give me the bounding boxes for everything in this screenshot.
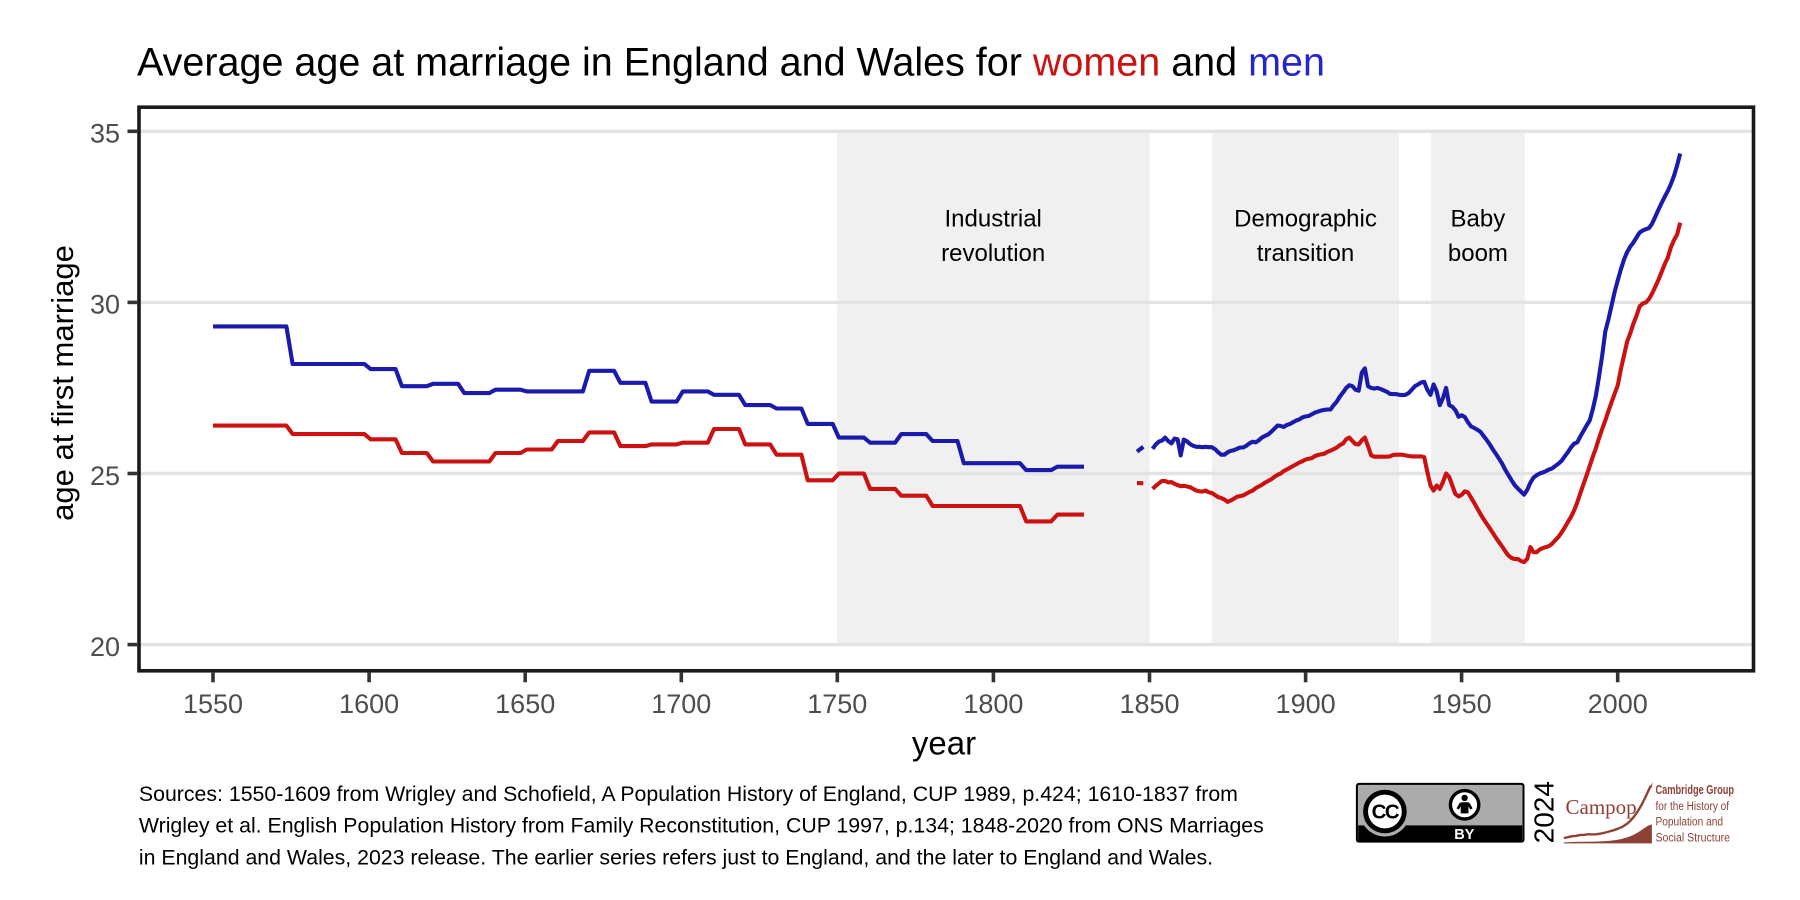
svg-text:in England and Wales, 2023 rel: in England and Wales, 2023 release. The … <box>139 845 1213 869</box>
svg-text:2000: 2000 <box>1588 689 1648 719</box>
svg-text:1600: 1600 <box>339 689 399 719</box>
svg-text:1850: 1850 <box>1119 689 1179 719</box>
svg-text:BY: BY <box>1454 827 1474 843</box>
svg-text:for the History of: for the History of <box>1656 799 1730 813</box>
svg-text:30: 30 <box>90 290 120 320</box>
svg-text:Campop: Campop <box>1566 795 1637 819</box>
svg-text:Sources: 1550-1609 from Wrigle: Sources: 1550-1609 from Wrigley and Scho… <box>139 782 1238 806</box>
svg-text:20: 20 <box>90 632 120 662</box>
svg-text:year: year <box>912 725 976 762</box>
svg-text:1750: 1750 <box>807 689 867 719</box>
svg-text:1950: 1950 <box>1432 689 1492 719</box>
svg-text:CC: CC <box>1372 801 1400 824</box>
svg-text:Baby: Baby <box>1451 206 1506 233</box>
svg-text:1650: 1650 <box>495 689 555 719</box>
svg-text:35: 35 <box>90 119 120 149</box>
svg-text:1550: 1550 <box>183 689 243 719</box>
svg-text:Demographic: Demographic <box>1234 206 1377 233</box>
svg-text:1700: 1700 <box>651 689 711 719</box>
svg-text:1800: 1800 <box>963 689 1023 719</box>
svg-text:boom: boom <box>1448 240 1508 267</box>
svg-text:revolution: revolution <box>941 240 1045 267</box>
svg-text:Average age at marriage in Eng: Average age at marriage in England and W… <box>137 41 1325 85</box>
svg-text:1900: 1900 <box>1276 689 1336 719</box>
svg-text:Social Structure: Social Structure <box>1656 831 1731 845</box>
svg-text:Population and: Population and <box>1656 815 1724 829</box>
svg-text:2024: 2024 <box>1529 781 1560 843</box>
svg-text:Cambridge Group: Cambridge Group <box>1656 783 1735 797</box>
svg-text:25: 25 <box>90 461 120 491</box>
svg-text:Industrial: Industrial <box>945 206 1042 233</box>
svg-text:age at first marriage: age at first marriage <box>45 245 80 521</box>
svg-text:transition: transition <box>1257 240 1354 267</box>
svg-text:Wrigley et al. English Populat: Wrigley et al. English Population Histor… <box>139 814 1264 838</box>
